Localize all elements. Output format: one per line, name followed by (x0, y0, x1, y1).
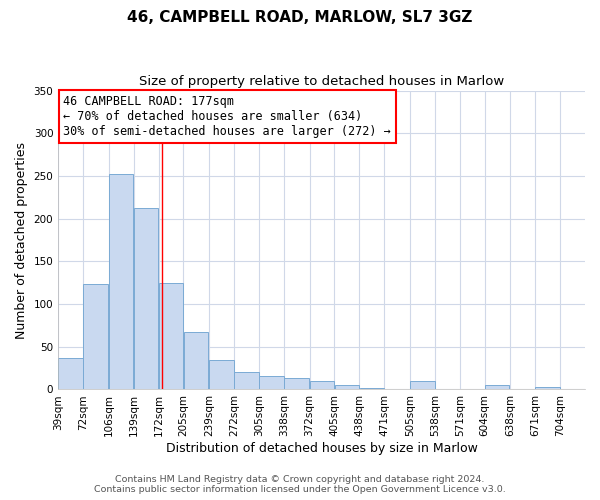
Text: 46, CAMPBELL ROAD, MARLOW, SL7 3GZ: 46, CAMPBELL ROAD, MARLOW, SL7 3GZ (127, 10, 473, 25)
Bar (284, 378, 308, 390)
Bar (134, 208, 158, 390)
Bar (83, 284, 108, 390)
Text: Contains HM Land Registry data © Crown copyright and database right 2024.
Contai: Contains HM Land Registry data © Crown c… (94, 474, 506, 494)
X-axis label: Distribution of detached houses by size in Marlow: Distribution of detached houses by size … (166, 442, 478, 455)
Bar (159, 282, 183, 390)
Bar (485, 385, 509, 390)
Y-axis label: Number of detached properties: Number of detached properties (15, 142, 28, 338)
Bar (58, 358, 83, 390)
Bar (184, 332, 208, 390)
Bar (535, 387, 560, 390)
Bar (259, 376, 284, 390)
Bar (209, 360, 234, 390)
Bar (410, 381, 434, 390)
Bar (109, 174, 133, 390)
Bar (234, 372, 259, 390)
Bar (359, 388, 384, 390)
Bar (310, 381, 334, 390)
Title: Size of property relative to detached houses in Marlow: Size of property relative to detached ho… (139, 75, 504, 88)
Text: 46 CAMPBELL ROAD: 177sqm
← 70% of detached houses are smaller (634)
30% of semi-: 46 CAMPBELL ROAD: 177sqm ← 70% of detach… (64, 95, 391, 138)
Bar (335, 385, 359, 390)
